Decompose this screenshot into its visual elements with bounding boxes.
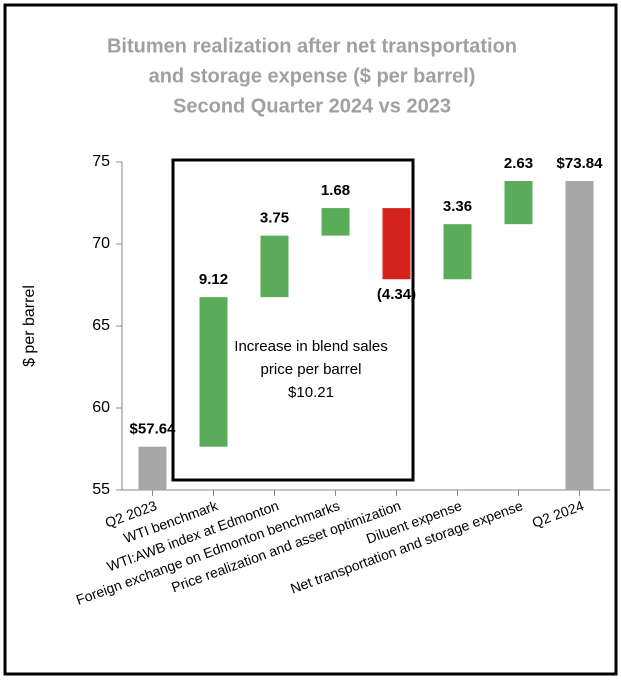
- bar: [443, 224, 472, 280]
- value-label: 2.63: [504, 155, 533, 172]
- value-label: (4.34): [377, 286, 416, 303]
- bar: [504, 181, 533, 225]
- value-label: 9.12: [199, 271, 228, 288]
- bar: [138, 446, 167, 490]
- annotation: price per barrel: [261, 361, 362, 378]
- value-label: $57.64: [130, 421, 177, 438]
- value-label: 3.75: [260, 210, 289, 227]
- annotation: Increase in blend sales: [234, 338, 387, 355]
- bar: [382, 208, 411, 280]
- y-tick-label: 75: [92, 153, 110, 170]
- value-label: $73.84: [557, 155, 604, 172]
- y-tick-label: 70: [92, 235, 110, 252]
- highlight-box: [171, 158, 415, 482]
- value-label: 1.68: [321, 182, 350, 199]
- y-axis-label: $ per barrel: [21, 285, 38, 367]
- y-tick-label: 55: [92, 481, 110, 498]
- frame: [3, 3, 618, 676]
- annotation: $10.21: [288, 384, 334, 401]
- value-label: 3.36: [443, 198, 472, 215]
- bar: [565, 181, 594, 491]
- chart-title: Second Quarter 2024 vs 2023: [173, 95, 451, 117]
- chart-title: and storage expense ($ per barrel): [149, 65, 476, 87]
- bar: [321, 208, 350, 236]
- bar: [260, 235, 289, 298]
- chart-title: Bitumen realization after net transporta…: [107, 35, 517, 57]
- bar: [199, 297, 228, 447]
- y-tick-label: 60: [92, 399, 110, 416]
- y-tick-label: 65: [92, 317, 110, 334]
